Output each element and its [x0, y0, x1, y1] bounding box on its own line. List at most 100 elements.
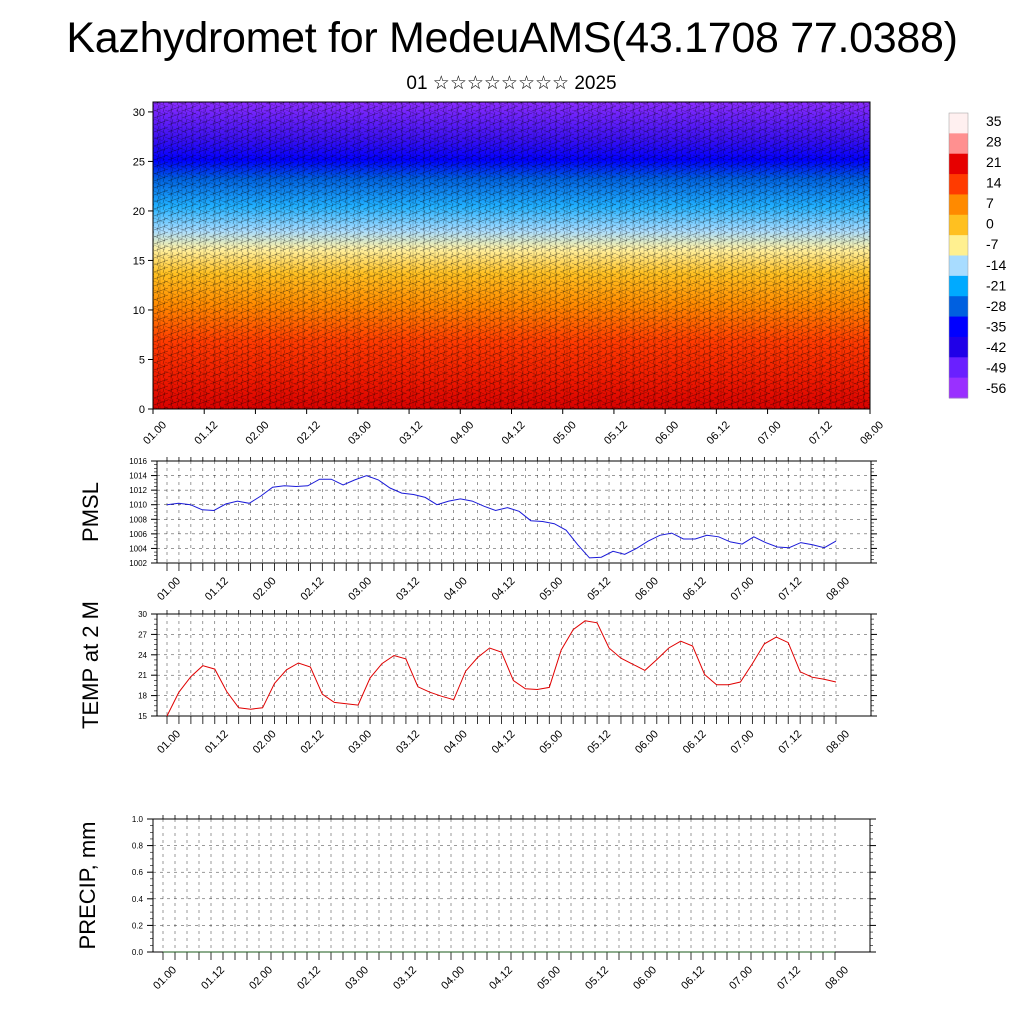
cross-section-y-tick-label: 30: [133, 107, 145, 119]
cross-section-y-tick-label: 0: [139, 404, 145, 416]
panel-x-tick-label: 04.00: [439, 964, 467, 992]
panel-x-tick-label: 02.00: [247, 964, 275, 992]
panel-x-tick-label: 05.12: [585, 575, 613, 603]
cross-section-y-tick-label: 25: [133, 156, 145, 168]
colorbar-label: -14: [986, 257, 1006, 273]
panel-x-tick-label: 05.00: [537, 728, 565, 756]
temperature-panel: 15 18 21 24 27 30 01.00 01.12 02.00 02.12 03.00 03.…: [78, 601, 877, 756]
panel-y-tick-label: 1014: [129, 472, 147, 481]
panel-x-tick-label: 06.00: [631, 964, 659, 992]
cross-section-x-tick-label: 02.00: [244, 419, 272, 447]
cross-section-x-tick-label: 06.00: [653, 419, 681, 447]
cross-section-y-tick-label: 5: [139, 354, 145, 366]
panel-x-tick-label: 05.00: [537, 575, 565, 603]
panel-x-tick-label: 08.00: [823, 964, 851, 992]
colorbar-swatch: [949, 357, 968, 379]
colorbar-label: -42: [986, 339, 1006, 355]
panel-y-axis-label: PMSL: [78, 482, 103, 542]
panel-x-tick-label: 03.12: [394, 575, 422, 603]
panel-x-tick-label: 03.00: [346, 575, 374, 603]
colorbar-swatch: [949, 174, 968, 195]
colorbar-label: -7: [986, 236, 999, 252]
panel-x-tick-label: 01.00: [155, 575, 183, 603]
precipitation-panel: 0.0 0.2 0.4 0.6 0.8 1.0 01.00 01.12 02.00 02.12 03…: [75, 815, 876, 992]
panel-y-tick-label: 0.8: [132, 842, 144, 851]
cross-section-x-tick-label: 03.12: [397, 419, 425, 447]
panel-x-tick-label: 01.00: [155, 728, 183, 756]
colorbar-frame: [948, 112, 969, 399]
cross-section-x-tick-label: 05.00: [551, 419, 579, 447]
colorbar-label: 35: [986, 113, 1002, 129]
cross-section-x-tick-label: 03.00: [346, 419, 374, 447]
series-line: [166, 620, 837, 717]
panel-y-axis-label: PRECIP, mm: [75, 822, 100, 950]
colorbar-label: -49: [986, 359, 1006, 375]
panel-y-axis-label: TEMP at 2 M: [78, 601, 103, 729]
panel-y-tick-label: 1006: [129, 530, 147, 539]
colorbar-label: 7: [986, 195, 994, 211]
colorbar-swatch: [949, 153, 968, 175]
panel-y-tick-label: 21: [138, 671, 147, 680]
panel-x-tick-label: 02.12: [299, 575, 327, 603]
colorbar-swatch: [949, 296, 968, 318]
panel-y-tick-label: 1002: [129, 559, 147, 568]
cross-section-panel: 0 5 10 15 20 25 30 01.00 01.12 02.00 02.12 03.00 03…: [133, 101, 886, 447]
panel-x-tick-label: 07.12: [776, 575, 804, 603]
panel-x-tick-label: 06.12: [681, 728, 709, 756]
panel-x-tick-label: 07.12: [775, 964, 803, 992]
series-line: [166, 475, 837, 559]
panel-x-tick-label: 02.00: [251, 728, 279, 756]
panel-y-tick-label: 0.4: [132, 895, 144, 904]
panel-x-tick-label: 07.00: [729, 728, 757, 756]
cross-section-x-tick-label: 02.12: [295, 419, 323, 447]
panel-y-tick-label: 30: [138, 610, 147, 619]
panel-x-tick-label: 07.00: [727, 964, 755, 992]
panel-frame: [152, 818, 871, 953]
cross-section-x-tick-label: 04.12: [500, 419, 528, 447]
panel-x-tick-label: 04.12: [490, 728, 518, 756]
panel-y-tick-label: 27: [138, 630, 147, 639]
panel-x-tick-label: 03.00: [346, 728, 374, 756]
chart-subtitle: 01 ☆☆☆☆☆☆☆☆ 2025: [406, 73, 617, 94]
panel-y-tick-label: 1.0: [132, 815, 144, 824]
panel-x-tick-label: 06.00: [633, 728, 661, 756]
cross-section-x-tick-label: 04.00: [448, 419, 476, 447]
panel-y-tick-label: 15: [138, 712, 147, 721]
colorbar-swatch: [949, 113, 968, 134]
colorbar-label: 0: [986, 216, 994, 232]
colorbar-label: -56: [986, 380, 1006, 396]
panel-y-tick-label: 18: [138, 692, 147, 701]
panel-x-tick-label: 01.12: [203, 575, 231, 603]
colorbar-label: -35: [986, 318, 1006, 334]
panel-x-tick-label: 04.12: [487, 964, 515, 992]
colorbar-label: -21: [986, 277, 1006, 293]
panel-x-tick-label: 05.12: [585, 728, 613, 756]
panel-x-tick-label: 08.00: [824, 575, 852, 603]
panel-x-tick-label: 06.12: [679, 964, 707, 992]
cross-section-x-tick-label: 07.12: [807, 419, 835, 447]
colorbar-swatch: [949, 235, 968, 256]
panel-x-tick-label: 07.12: [776, 728, 804, 756]
panel-x-tick-label: 05.12: [583, 964, 611, 992]
chart-title: Kazhydromet for MedeuAMS(43.1708 77.0388…: [66, 14, 958, 62]
panel-x-tick-label: 02.12: [295, 964, 323, 992]
colorbar: 35 28 21 14 7 0 -7 -14 -21 -28 -35 -42 -49 -56: [948, 112, 1006, 399]
panel-x-tick-label: 04.00: [442, 575, 470, 603]
panel-x-tick-label: 01.12: [199, 964, 227, 992]
panel-frame: [156, 460, 872, 564]
panel-frame: [156, 613, 872, 717]
panel-x-tick-label: 04.00: [442, 728, 470, 756]
panel-y-tick-label: 1010: [129, 501, 147, 510]
wind-vector-field-overlay: [153, 102, 870, 409]
panel-y-tick-label: 1004: [129, 544, 147, 553]
cross-section-x-tick-label: 05.12: [602, 419, 630, 447]
cross-section-x-tick-label: 01.12: [192, 419, 220, 447]
panel-x-tick-label: 06.00: [633, 575, 661, 603]
colorbar-swatch: [949, 194, 968, 216]
panel-y-tick-label: 0.0: [132, 948, 144, 957]
colorbar-swatch: [949, 133, 968, 155]
cross-section-x-tick-label: 07.00: [756, 419, 784, 447]
colorbar-swatch: [949, 377, 968, 399]
colorbar-swatch: [949, 275, 968, 297]
